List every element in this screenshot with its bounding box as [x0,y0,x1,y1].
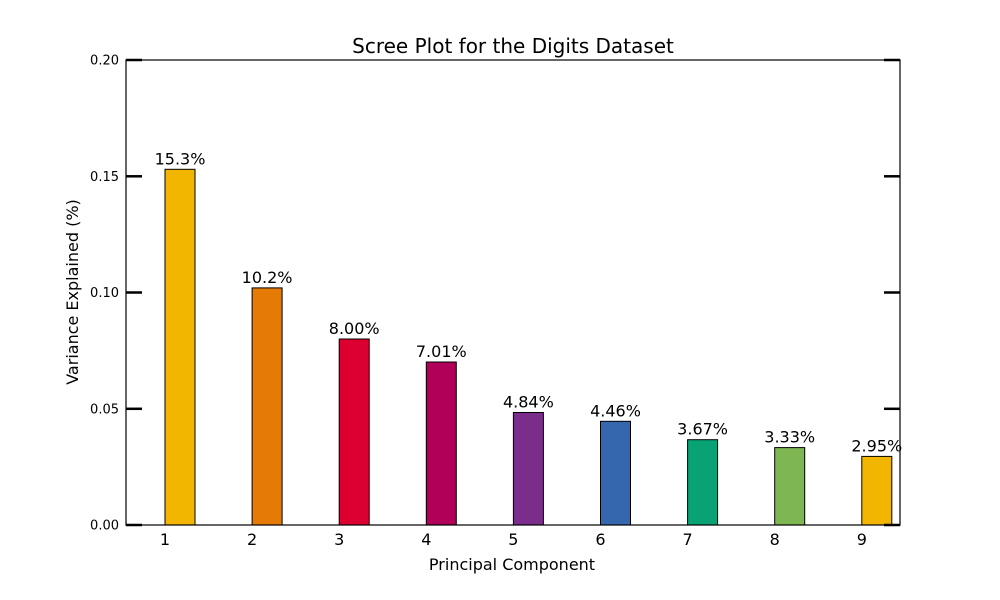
y-tick-label: 0.15 [90,170,119,185]
bars-layer: 15.3% 10.2% 8.00% 7.01% 4.84% 4.46% 3.67% 3.33%… [155,149,902,526]
x-tick-label: 9 [857,530,867,549]
y-axis-label: Variance Explained (%) [63,199,82,385]
chart-title: Scree Plot for the Digits Dataset [352,34,674,58]
x-tick-label: 3 [334,530,344,549]
bar-pc-6 [600,420,631,526]
plot-frame [125,59,901,526]
y-tick-label: 0.00 [90,519,119,534]
x-axis-label: Principal Component [429,555,595,574]
bar-pc-7 [687,439,719,526]
bar-value-label: 2.95% [851,436,902,455]
bar-value-label: 15.3% [155,149,206,168]
x-tick-label: 8 [770,530,780,549]
bar-value-label: 8.00% [329,319,380,338]
x-tick-label: 5 [508,530,518,549]
bar-value-label: 7.01% [416,342,467,361]
bar-pc-9 [861,455,893,526]
bar-pc-2 [251,287,283,526]
bar-value-label: 3.33% [764,428,815,447]
y-tick-label: 0.05 [90,402,119,417]
x-tick-label: 1 [160,530,170,549]
bar-value-label: 3.67% [677,420,728,439]
x-tick-label: 2 [247,530,257,549]
bar-pc-3 [338,338,370,526]
bar-value-label: 10.2% [242,268,293,287]
bar-pc-4 [425,361,457,526]
x-tick-label: 6 [595,530,605,549]
bar-value-label: 4.84% [503,393,554,412]
x-tick-label: 7 [683,530,693,549]
bar-value-label: 4.46% [590,401,641,420]
bar-pc-5 [512,412,544,526]
y-tick-label: 0.20 [90,54,119,69]
bar-pc-1 [164,168,196,526]
ticks-layer: 1 2 3 4 5 6 7 8 9 0.00 0.05 0.10 0.15 0.20 [90,54,900,549]
bar-pc-8 [774,447,806,526]
x-tick-label: 4 [421,530,431,549]
y-tick-label: 0.10 [90,286,119,301]
